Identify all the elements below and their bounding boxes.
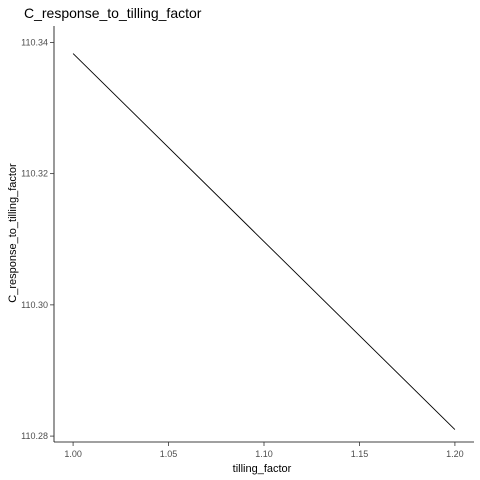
x-tick-label: 1.15 <box>351 449 369 459</box>
y-axis-title: C_response_to_tilling_factor <box>7 163 19 303</box>
x-tick-label: 1.00 <box>64 449 82 459</box>
y-tick-label: 110.34 <box>21 37 48 47</box>
x-tick-label: 1.05 <box>160 449 178 459</box>
y-tick-label: 110.32 <box>21 169 48 179</box>
y-tick-label: 110.30 <box>21 300 48 310</box>
x-tick-label: 1.20 <box>446 449 464 459</box>
x-axis-title: tilling_factor <box>233 463 292 475</box>
x-tick-label: 1.10 <box>255 449 273 459</box>
chart-title: C_response_to_tilling_factor <box>24 5 202 21</box>
y-tick-label: 110.28 <box>21 431 48 441</box>
